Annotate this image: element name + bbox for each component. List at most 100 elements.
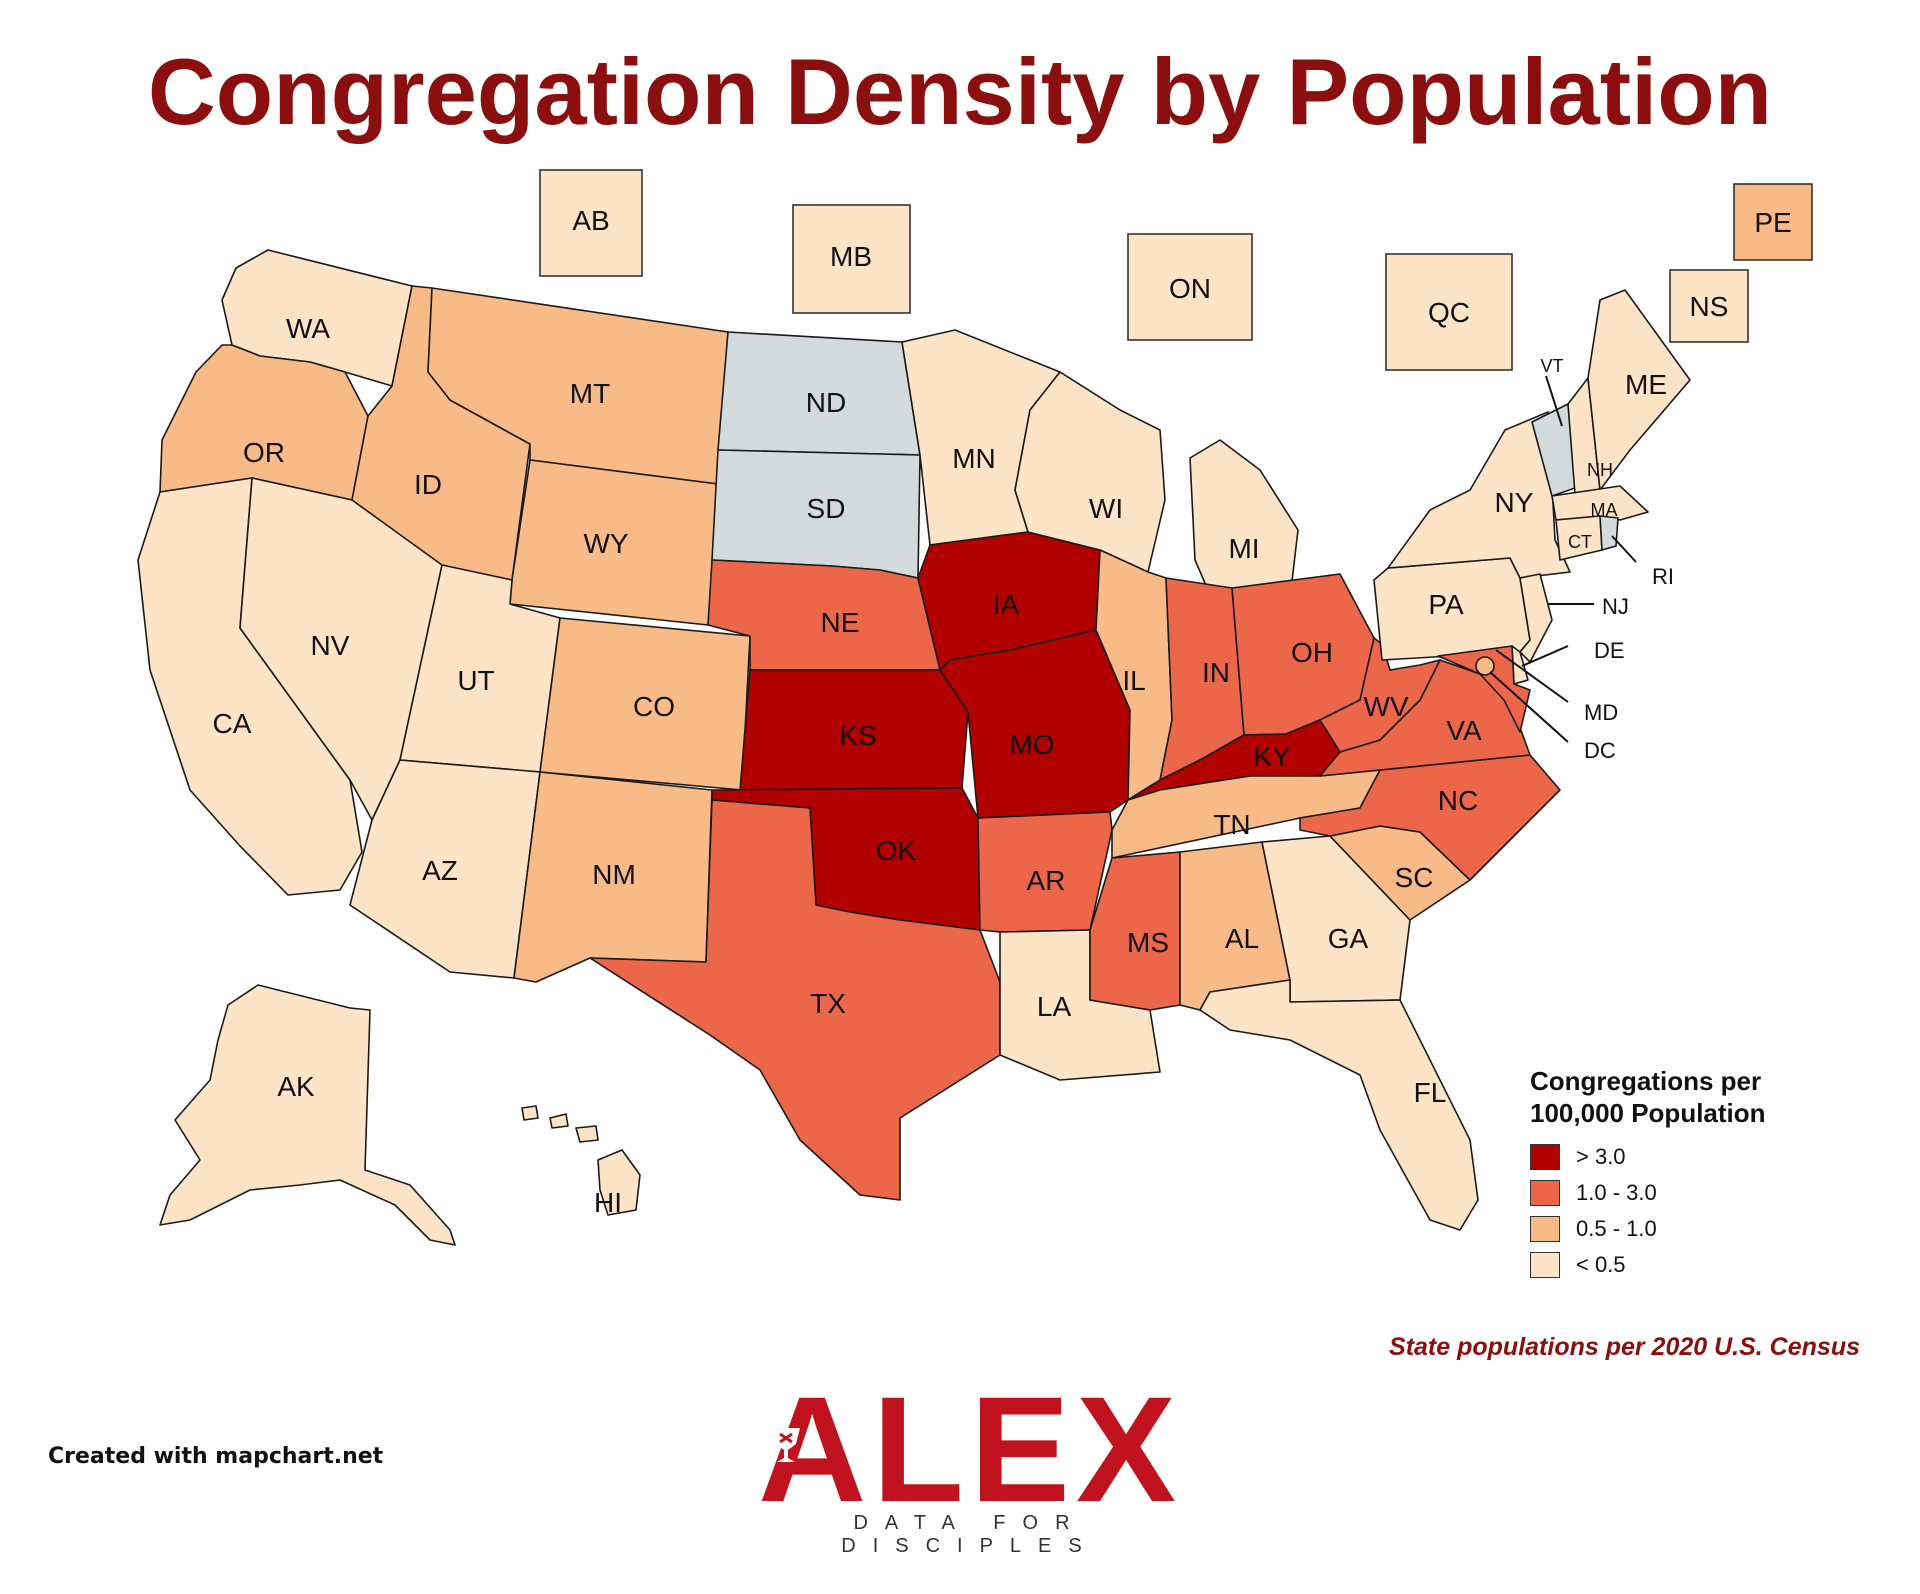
leader-DC (1489, 671, 1569, 743)
leader-RI (1611, 535, 1637, 563)
state-KS (739, 669, 969, 791)
label-NJ: NJ (1602, 594, 1629, 619)
label-MB: MB (830, 241, 872, 272)
legend-label: 0.5 - 1.0 (1576, 1216, 1657, 1241)
label-ON: ON (1169, 273, 1211, 304)
label-ID: ID (414, 469, 442, 500)
province-PE (1733, 183, 1813, 261)
label-TN: TN (1213, 809, 1250, 840)
label-CT: CT (1568, 532, 1592, 552)
state-AK (159, 984, 456, 1246)
label-RI: RI (1652, 564, 1674, 589)
province-MB (792, 204, 911, 314)
label-ND: ND (806, 387, 846, 418)
state-HI (521, 1105, 641, 1216)
label-ME: ME (1625, 369, 1667, 400)
legend-swatch (1530, 1144, 1560, 1170)
label-IL: IL (1122, 665, 1145, 696)
credit-text: Created with mapchart.net (48, 1444, 384, 1469)
label-WA: WA (286, 313, 330, 344)
leader-MD (1495, 649, 1569, 703)
leader-VT (1545, 375, 1563, 427)
label-NY: NY (1495, 487, 1534, 518)
legend-label: 1.0 - 3.0 (1576, 1180, 1657, 1205)
label-KS: KS (839, 720, 876, 751)
province-ON (1127, 233, 1253, 341)
legend-title-line1: Congregations per (1530, 1066, 1762, 1096)
label-AK: AK (277, 1071, 315, 1102)
label-MI: MI (1228, 533, 1259, 564)
label-MS: MS (1127, 927, 1169, 958)
state-RI (1599, 515, 1619, 551)
label-NC: NC (1438, 785, 1478, 816)
label-MN: MN (952, 443, 996, 474)
legend-item: > 3.0 (1530, 1139, 1890, 1175)
state-NC (1299, 754, 1561, 881)
label-PA: PA (1428, 589, 1464, 620)
label-OR: OR (243, 437, 285, 468)
label-VT: VT (1540, 356, 1563, 376)
logo-tagline: DATA FOR DISCIPLES (841, 1512, 1099, 1557)
label-CA: CA (213, 708, 252, 739)
legend-swatch (1530, 1252, 1560, 1278)
chalice-icon (772, 1428, 800, 1462)
label-FL: FL (1414, 1077, 1447, 1108)
label-NE: NE (821, 607, 860, 638)
label-NM: NM (592, 859, 636, 890)
label-AZ: AZ (422, 855, 458, 886)
label-OH: OH (1291, 637, 1333, 668)
label-TX: TX (810, 988, 846, 1019)
legend-item: 1.0 - 3.0 (1530, 1175, 1890, 1211)
label-NH: NH (1587, 460, 1613, 480)
alex-logo: ALEX DATA FOR DISCIPLES (730, 1374, 1210, 1557)
province-QC (1385, 253, 1513, 371)
label-DE: DE (1594, 638, 1625, 663)
label-SD: SD (807, 493, 846, 524)
label-HI: HI (594, 1187, 622, 1218)
label-WI: WI (1089, 493, 1123, 524)
province-AB (539, 169, 643, 277)
province-NS (1669, 269, 1749, 343)
state-WV (1319, 637, 1441, 753)
label-UT: UT (457, 665, 494, 696)
state-WY (509, 459, 719, 626)
label-MT: MT (570, 378, 610, 409)
legend-item: < 0.5 (1530, 1247, 1890, 1283)
state-MD (1437, 645, 1531, 733)
label-MO: MO (1009, 729, 1054, 760)
state-FL (1199, 979, 1479, 1231)
state-DC (1475, 656, 1495, 676)
label-VA: VA (1446, 715, 1482, 746)
leader-lines (1489, 375, 1637, 743)
label-AR: AR (1027, 865, 1066, 896)
label-LA: LA (1037, 991, 1072, 1022)
label-IA: IA (993, 589, 1020, 620)
label-KY: KY (1253, 741, 1291, 772)
label-MA: MA (1591, 500, 1618, 520)
state-MI (1189, 439, 1299, 607)
legend-label: > 3.0 (1576, 1144, 1626, 1169)
label-QC: QC (1428, 297, 1470, 328)
state-MO (939, 629, 1131, 819)
label-WY: WY (583, 528, 628, 559)
map-title: Congregation Density by Population (147, 39, 1773, 144)
legend-swatch (1530, 1180, 1560, 1206)
label-SC: SC (1395, 862, 1434, 893)
legend-item: 0.5 - 1.0 (1530, 1211, 1890, 1247)
label-NV: NV (311, 630, 350, 661)
label-OK: OK (876, 835, 917, 866)
label-WV: WV (1363, 691, 1408, 722)
legend: Congregations per 100,000 Population > 3… (1530, 1065, 1890, 1283)
label-IN: IN (1202, 657, 1230, 688)
label-DC: DC (1584, 738, 1616, 763)
logo-wordmark: ALEX (757, 1365, 1183, 1533)
label-AL: AL (1225, 923, 1259, 954)
legend-swatch (1530, 1216, 1560, 1242)
leader-DE (1521, 645, 1569, 667)
legend-label: < 0.5 (1576, 1252, 1626, 1277)
label-NS: NS (1690, 291, 1729, 322)
label-MD: MD (1584, 700, 1618, 725)
label-PE: PE (1754, 207, 1791, 238)
label-GA: GA (1328, 923, 1369, 954)
